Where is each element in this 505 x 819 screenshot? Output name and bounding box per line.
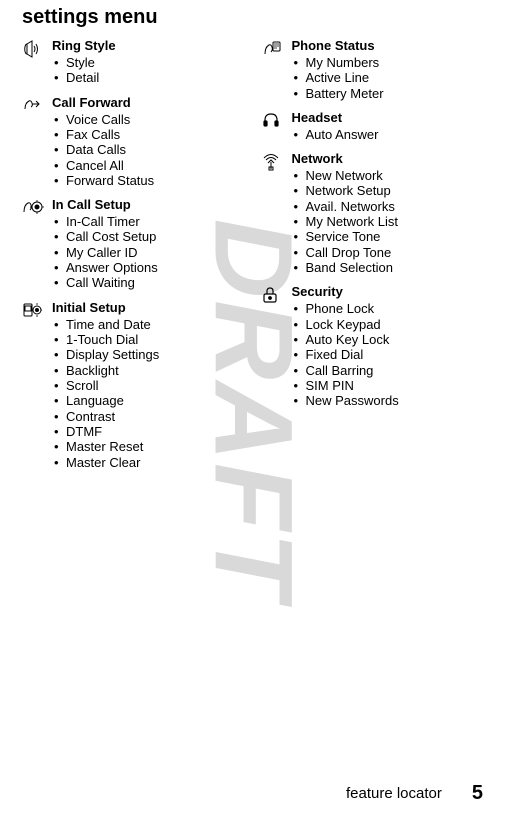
page: settings menu Ring Style Style Detail xyxy=(0,0,505,819)
list-item: My Network List xyxy=(292,214,484,229)
in-call-setup-icon xyxy=(22,198,52,215)
list-item: Cancel All xyxy=(52,158,244,173)
item-list: Auto Answer xyxy=(292,127,484,142)
ring-style-icon xyxy=(22,39,52,58)
section-title: Network xyxy=(292,152,484,167)
list-item: Data Calls xyxy=(52,142,244,157)
list-item: New Passwords xyxy=(292,393,484,408)
list-item: Battery Meter xyxy=(292,86,484,101)
list-item: New Network xyxy=(292,168,484,183)
right-column: Phone Status My Numbers Active Line Batt… xyxy=(262,39,484,480)
footer: feature locator 5 xyxy=(346,782,483,805)
headset-icon xyxy=(262,111,292,128)
item-list: Phone Lock Lock Keypad Auto Key Lock Fix… xyxy=(292,301,484,408)
list-item: My Caller ID xyxy=(52,245,244,260)
item-list: Voice Calls Fax Calls Data Calls Cancel … xyxy=(52,112,244,189)
list-item: Network Setup xyxy=(292,183,484,198)
item-list: New Network Network Setup Avail. Network… xyxy=(292,168,484,275)
section-network: Network New Network Network Setup Avail.… xyxy=(262,152,484,275)
list-item: SIM PIN xyxy=(292,378,484,393)
list-item: Call Waiting xyxy=(52,275,244,290)
list-item: Call Drop Tone xyxy=(292,245,484,260)
section-title: Headset xyxy=(292,111,484,126)
item-list: My Numbers Active Line Battery Meter xyxy=(292,55,484,101)
list-item: Time and Date xyxy=(52,317,244,332)
list-item: In-Call Timer xyxy=(52,214,244,229)
section-call-forward: Call Forward Voice Calls Fax Calls Data … xyxy=(22,96,244,189)
list-item: Forward Status xyxy=(52,173,244,188)
list-item: Avail. Networks xyxy=(292,199,484,214)
list-item: Lock Keypad xyxy=(292,317,484,332)
list-item: Contrast xyxy=(52,409,244,424)
section-security: Security Phone Lock Lock Keypad Auto Key… xyxy=(262,285,484,408)
list-item: Voice Calls xyxy=(52,112,244,127)
list-item: Display Settings xyxy=(52,347,244,362)
section-headset: Headset Auto Answer xyxy=(262,111,484,142)
list-item: Service Tone xyxy=(292,229,484,244)
section-title: Initial Setup xyxy=(52,301,244,316)
section-initial-setup: Initial Setup Time and Date 1-Touch Dial… xyxy=(22,301,244,470)
initial-setup-icon xyxy=(22,301,52,318)
page-title: settings menu xyxy=(22,6,483,29)
list-item: Scroll xyxy=(52,378,244,393)
list-item: Call Barring xyxy=(292,363,484,378)
left-column: Ring Style Style Detail Call Forward Voi… xyxy=(22,39,244,480)
list-item: Auto Key Lock xyxy=(292,332,484,347)
list-item: Backlight xyxy=(52,363,244,378)
section-title: Call Forward xyxy=(52,96,244,111)
list-item: Phone Lock xyxy=(292,301,484,316)
list-item: Style xyxy=(52,55,244,70)
section-title: Ring Style xyxy=(52,39,244,54)
footer-label: feature locator xyxy=(346,785,442,802)
item-list: In-Call Timer Call Cost Setup My Caller … xyxy=(52,214,244,291)
list-item: My Numbers xyxy=(292,55,484,70)
section-title: In Call Setup xyxy=(52,198,244,213)
item-list: Time and Date 1-Touch Dial Display Setti… xyxy=(52,317,244,470)
item-list: Style Detail xyxy=(52,55,244,86)
list-item: Language xyxy=(52,393,244,408)
list-item: Fixed Dial xyxy=(292,347,484,362)
columns: Ring Style Style Detail Call Forward Voi… xyxy=(22,39,483,480)
list-item: Master Clear xyxy=(52,455,244,470)
list-item: 1-Touch Dial xyxy=(52,332,244,347)
list-item: Auto Answer xyxy=(292,127,484,142)
list-item: Call Cost Setup xyxy=(52,229,244,244)
call-forward-icon xyxy=(22,96,52,112)
section-title: Security xyxy=(292,285,484,300)
footer-page-number: 5 xyxy=(472,782,483,805)
list-item: Answer Options xyxy=(52,260,244,275)
phone-status-icon xyxy=(262,39,292,58)
list-item: Band Selection xyxy=(292,260,484,275)
list-item: DTMF xyxy=(52,424,244,439)
list-item: Fax Calls xyxy=(52,127,244,142)
list-item: Master Reset xyxy=(52,439,244,454)
section-ring-style: Ring Style Style Detail xyxy=(22,39,244,86)
section-phone-status: Phone Status My Numbers Active Line Batt… xyxy=(262,39,484,101)
list-item: Detail xyxy=(52,70,244,85)
section-in-call-setup: In Call Setup In-Call Timer Call Cost Se… xyxy=(22,198,244,291)
network-icon xyxy=(262,152,292,171)
security-icon xyxy=(262,285,292,304)
section-title: Phone Status xyxy=(292,39,484,54)
list-item: Active Line xyxy=(292,70,484,85)
